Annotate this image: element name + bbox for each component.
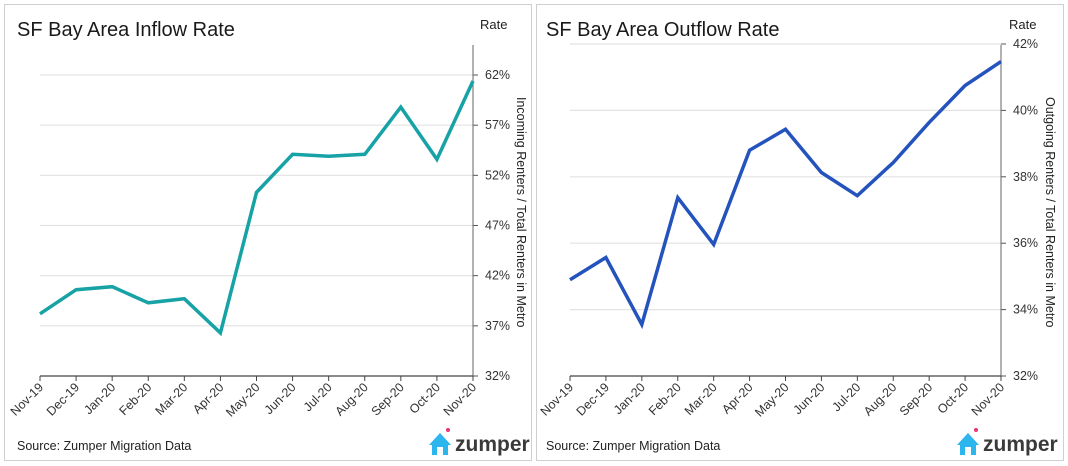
x-tick-label: May-20 [223, 380, 262, 419]
x-tick-label: Feb-20 [646, 380, 684, 418]
y-tick-label: 37% [485, 319, 510, 333]
inflow-chart: SF Bay Area Inflow Rate Rate 32% 37% 42% 47… [8, 17, 530, 456]
y-tick-label: 38% [1013, 170, 1038, 184]
y-tick-label: 32% [1013, 369, 1038, 383]
series-polyline [39, 80, 475, 337]
y-axis-label: Outgoing Renters / Total Renters in Metr… [1043, 97, 1057, 327]
zumper-logo: zumper [429, 428, 530, 456]
y-tick-label: 34% [1013, 303, 1038, 317]
x-tick-label: Jun-20 [791, 380, 828, 417]
logo-text: zumper [455, 433, 530, 456]
x-tick-label: Nov-20 [969, 380, 1007, 418]
x-tick-label: Aug-20 [332, 380, 370, 418]
series-line [39, 80, 475, 337]
y-tick-label: 52% [485, 168, 510, 182]
y-axis-label: Incoming Renters / Total Renters in Metr… [514, 97, 528, 327]
y-tick-label: 36% [1013, 236, 1038, 250]
x-tick-label: Jan-20 [611, 380, 648, 417]
y-tick-label: 57% [485, 118, 510, 132]
y-tick-label: 32% [485, 369, 510, 383]
x-tick-label: Mar-20 [153, 380, 191, 418]
gridlines [40, 74, 473, 327]
series-line [569, 60, 1002, 330]
x-tick-label: Jun-20 [262, 380, 299, 417]
chart-title: SF Bay Area Inflow Rate [17, 19, 235, 41]
y-axis-title: Rate [1009, 17, 1036, 32]
gridlines [570, 43, 1001, 311]
x-tick-label: Sep-20 [897, 380, 935, 418]
x-tick-label: Nov-19 [8, 380, 46, 418]
x-tick-label: Mar-20 [682, 380, 720, 418]
x-tick-label: Sep-20 [369, 380, 407, 418]
x-tick-label: Jul-20 [829, 380, 863, 414]
x-tick-label: Nov-20 [441, 380, 479, 418]
outflow-chart: SF Bay Area Outflow Rate Rate 32%34%36%3… [538, 17, 1058, 456]
inflow-chart-panel: SF Bay Area Inflow Rate Rate 32% 37% 42% 47… [4, 4, 532, 461]
y-tick-label: 40% [1013, 103, 1038, 117]
axes [569, 43, 1006, 381]
x-tick-label: Jan-20 [81, 380, 118, 417]
x-tick-label: May-20 [752, 380, 791, 419]
x-tick-label: Apr-20 [190, 380, 226, 416]
source-note: Source: Zumper Migration Data [17, 439, 191, 453]
x-tick-label: Feb-20 [116, 380, 154, 418]
y-axis-title: Rate [480, 17, 507, 32]
zumper-logo: zumper [957, 428, 1058, 456]
y-tick-label: 42% [485, 269, 510, 283]
outflow-chart-panel: SF Bay Area Outflow Rate Rate 32% 34% 36% 3… [536, 4, 1064, 461]
y-tick-label: 62% [485, 68, 510, 82]
source-note: Source: Zumper Migration Data [546, 439, 720, 453]
x-tick-label: Apr-20 [719, 380, 755, 416]
chart-title: SF Bay Area Outflow Rate [546, 19, 779, 41]
y-tick-labels: 32% 37% 42% 47% 52% 57% 62% [485, 68, 510, 383]
house-icon [957, 428, 979, 455]
x-tick-label: Dec-19 [44, 380, 82, 418]
y-tick-labels: 32% 34% 36% 38% 40% 42% [1013, 37, 1038, 383]
house-icon [429, 428, 451, 455]
x-tick-label: Oct-20 [407, 380, 443, 416]
x-tick-label: Jul-20 [301, 380, 335, 414]
axes [39, 45, 478, 381]
logo-text: zumper [983, 433, 1058, 456]
y-tick-label: 42% [1013, 37, 1038, 51]
x-tick-label: Oct-20 [935, 380, 971, 416]
x-tick-label: Aug-20 [861, 380, 899, 418]
series-polyline [569, 60, 1002, 330]
x-tick-label: Nov-19 [538, 380, 576, 418]
x-tick-label: Dec-19 [574, 380, 612, 418]
y-tick-label: 47% [485, 219, 510, 233]
